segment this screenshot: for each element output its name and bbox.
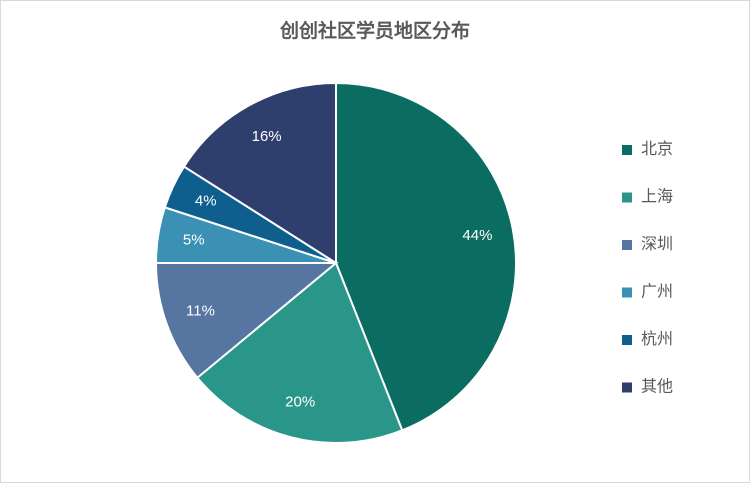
data-label: 44%: [462, 227, 492, 244]
legend-label: 上海: [641, 188, 673, 206]
data-label: 11%: [186, 303, 215, 320]
legend-swatch: [622, 287, 632, 298]
data-label: 16%: [252, 128, 282, 145]
legend-swatch: [622, 145, 632, 155]
legend-swatch: [622, 192, 632, 203]
legend-label: 其他: [641, 378, 673, 396]
legend-swatch: [622, 335, 632, 345]
legend-label: 北京: [641, 140, 673, 158]
pie-slice: [154, 262, 339, 380]
data-label: 20%: [285, 393, 315, 410]
legend-swatch: [622, 240, 632, 250]
data-label: 4%: [195, 193, 217, 210]
legend-label: 深圳: [641, 235, 673, 253]
pie-slice: [195, 261, 404, 444]
legend-label: 杭州: [641, 330, 673, 348]
legend-swatch: [622, 382, 632, 393]
pie-slice: [335, 81, 517, 432]
legend-label: 广州: [641, 283, 673, 301]
chart-title: 创创社区学员地区分布: [279, 19, 470, 42]
pie-slice: [182, 81, 337, 265]
data-label: 5%: [183, 231, 205, 248]
